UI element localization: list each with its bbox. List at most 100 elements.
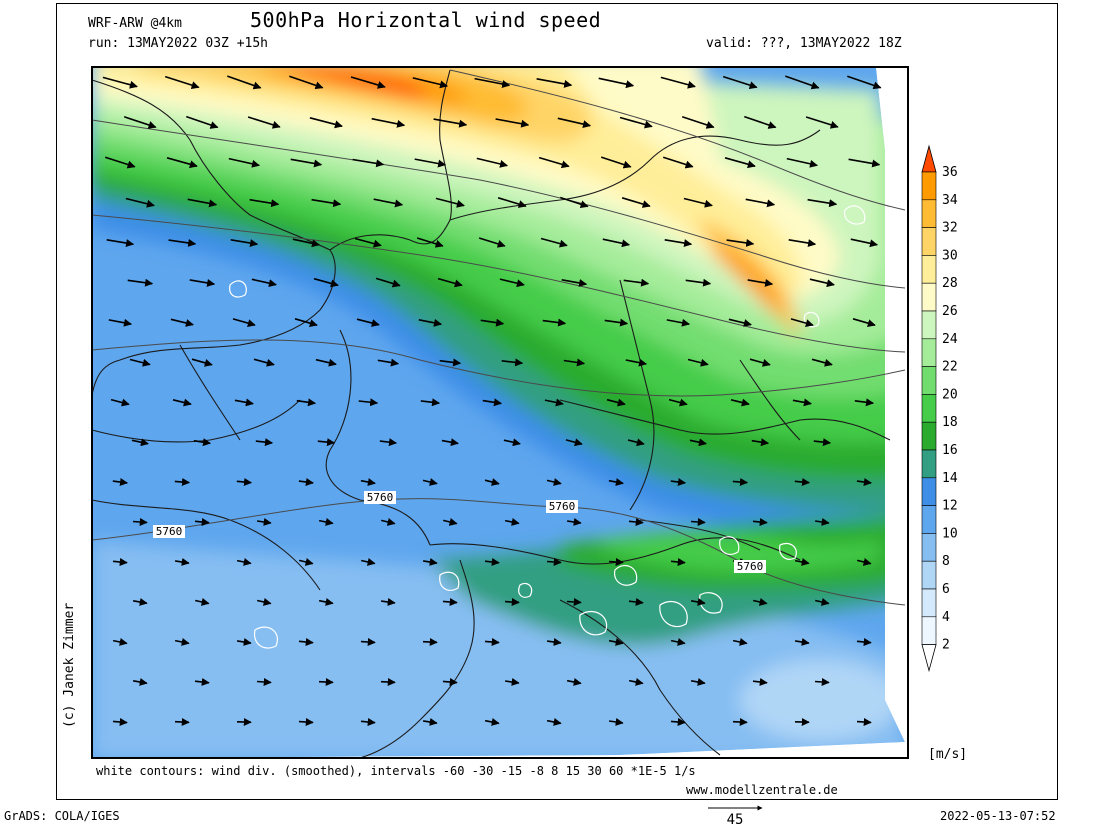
- wind-arrow: [170, 318, 194, 327]
- wind-arrow: [857, 558, 872, 566]
- wind-arrow: [730, 398, 750, 407]
- wind-arrow: [628, 518, 644, 526]
- wind-arrow: [786, 157, 818, 168]
- wind-arrow: [752, 678, 768, 686]
- legend-swatch: [921, 338, 937, 367]
- legend-label: 4: [942, 610, 950, 625]
- wind-arrow: [195, 598, 210, 606]
- wind-arrow: [360, 478, 376, 486]
- wind-arrow: [606, 398, 626, 407]
- wind-arrow: [504, 518, 520, 526]
- wind-arrow: [189, 278, 216, 287]
- wind-arrow: [627, 438, 645, 447]
- legend-label: 32: [942, 221, 958, 236]
- wind-arrow: [546, 638, 562, 646]
- wind-arrow: [294, 318, 318, 328]
- legend-label: 12: [942, 499, 958, 514]
- wind-arrow: [794, 478, 810, 486]
- wind-arrow: [687, 358, 709, 367]
- legend-swatch: [921, 394, 937, 423]
- wind-arrow: [566, 518, 582, 526]
- wind-arrow: [474, 77, 511, 88]
- wind-arrow: [352, 158, 385, 168]
- wind-arrow: [484, 558, 500, 566]
- wind-arrow: [298, 638, 314, 646]
- wind-arrow: [745, 198, 776, 208]
- wind-arrow: [600, 156, 632, 169]
- wind-arrow: [296, 398, 316, 407]
- legend-label: 30: [942, 248, 958, 263]
- wind-arrow: [749, 358, 771, 367]
- wind-arrow: [752, 518, 768, 526]
- wind-arrow: [732, 638, 748, 646]
- wind-arrow: [381, 518, 396, 526]
- wind-arrow: [753, 598, 768, 606]
- wind-arrow: [751, 438, 769, 447]
- wind-arrow: [604, 318, 629, 327]
- legend-label: 36: [942, 165, 958, 180]
- legend-swatch: [921, 421, 937, 451]
- wind-arrow: [442, 677, 458, 686]
- wind-arrow: [608, 478, 624, 486]
- wind-arrow: [350, 76, 386, 89]
- wind-arrow: [441, 438, 459, 447]
- wind-arrow: [563, 358, 585, 367]
- wind-arrow: [360, 718, 376, 726]
- wind-arrow: [538, 156, 570, 169]
- wind-arrow: [132, 517, 148, 526]
- legend-swatch: [921, 560, 937, 590]
- wind-arrow: [377, 358, 399, 367]
- wind-arrow: [566, 597, 582, 606]
- wind-arrow: [292, 238, 320, 248]
- wind-arrow: [484, 478, 500, 486]
- legend-swatch: [921, 505, 937, 534]
- wind-arrow: [187, 198, 218, 208]
- wind-arrow: [621, 197, 651, 208]
- wind-arrow: [194, 518, 210, 526]
- wind-arrow: [546, 478, 562, 486]
- wind-arrow: [191, 358, 213, 367]
- wind-arrow: [251, 278, 277, 288]
- wind-arrow: [127, 278, 154, 287]
- wind-arrow: [794, 638, 810, 646]
- wind-arrow: [172, 398, 192, 407]
- legend-arrow-bottom: [921, 644, 937, 673]
- map-border: [91, 66, 909, 759]
- valid-label: valid: ???, 13MAY2022 18Z: [706, 36, 902, 51]
- wind-arrow: [236, 558, 252, 566]
- wind-arrow: [249, 198, 280, 208]
- wind-arrow: [373, 198, 404, 208]
- timestamp-label: 2022-05-13-07:52: [940, 809, 1056, 823]
- legend-label: 2: [942, 638, 950, 653]
- edge-blank-bottom: [620, 742, 908, 760]
- wind-arrow: [670, 558, 686, 566]
- wind-arrow: [358, 398, 379, 407]
- wind-arrow: [660, 76, 696, 89]
- wind-arrow: [104, 156, 136, 169]
- wind-arrow: [106, 239, 135, 247]
- wind-arrow: [623, 278, 650, 287]
- wind-arrow: [361, 558, 376, 566]
- arrow-scale: 45: [708, 805, 763, 825]
- wind-arrow: [437, 277, 463, 288]
- wind-arrow: [123, 116, 157, 129]
- wind-arrow: [732, 478, 748, 486]
- wind-arrow: [814, 518, 830, 526]
- wind-arrow: [856, 638, 872, 646]
- wind-arrow: [813, 438, 831, 447]
- wind-arrow: [854, 398, 874, 407]
- wind-arrow: [443, 518, 458, 526]
- wind-arrow: [726, 238, 755, 247]
- wind-arrow: [542, 318, 567, 327]
- wind-arrow: [628, 678, 644, 686]
- wind-arrow: [728, 318, 752, 327]
- wind-arrow: [602, 238, 630, 248]
- wind-arrow: [315, 358, 337, 367]
- wind-arrow: [360, 637, 376, 646]
- wind-arrow: [125, 197, 155, 208]
- wind-arrow: [856, 478, 872, 486]
- wind-arrow: [809, 278, 835, 288]
- legend-label: 18: [942, 415, 958, 430]
- legend-swatch: [921, 227, 937, 256]
- legend-label: 24: [942, 332, 958, 347]
